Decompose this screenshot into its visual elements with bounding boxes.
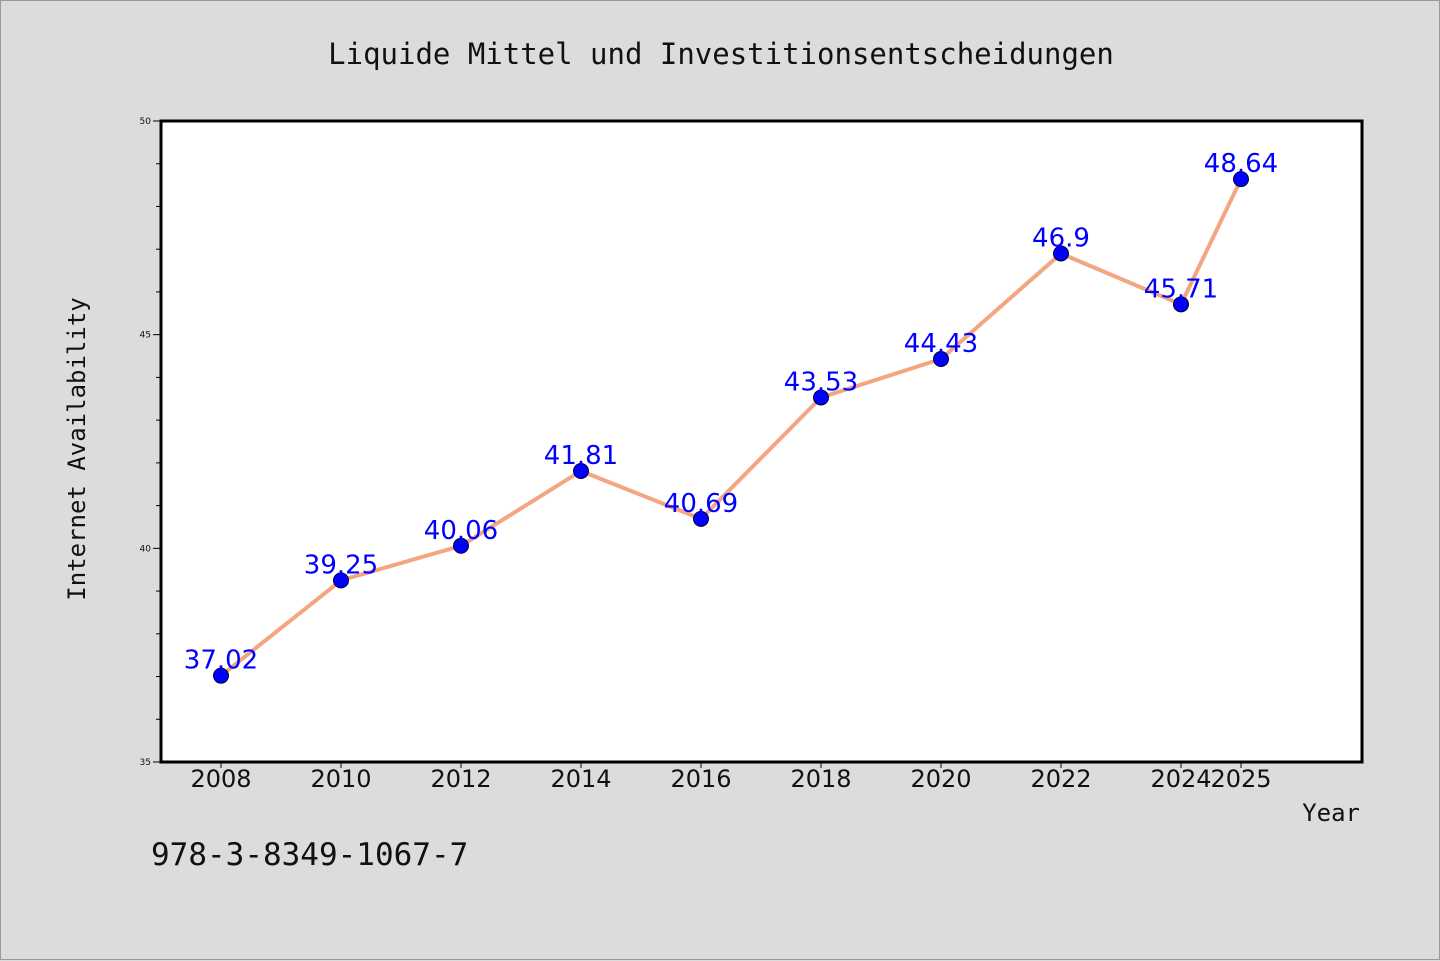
x-tick-label: 2014 <box>550 765 611 793</box>
x-tick-label: 2010 <box>310 765 371 793</box>
data-point <box>1053 245 1069 262</box>
data-label: 44.43 <box>904 329 978 359</box>
data-label: 45.71 <box>1144 274 1218 304</box>
data-point <box>1233 171 1249 188</box>
data-label: 40.06 <box>424 516 498 546</box>
data-point <box>813 389 829 406</box>
y-axis: 35 40 45 50 <box>140 117 161 768</box>
y-tick-label: 35 <box>140 758 151 768</box>
plot-area <box>159 119 1364 764</box>
x-tick-label: 2025 <box>1210 765 1271 793</box>
x-tick-label: 2018 <box>790 765 851 793</box>
data-point <box>213 667 229 684</box>
data-point <box>693 510 709 527</box>
x-tick-label: 2020 <box>910 765 971 793</box>
y-tick-label: 50 <box>140 117 152 127</box>
x-tick-label: 2012 <box>430 765 491 793</box>
data-point <box>1173 296 1189 313</box>
data-point <box>933 351 949 368</box>
data-label: 48.64 <box>1204 149 1278 179</box>
data-label: 46.9 <box>1032 223 1090 253</box>
data-point <box>333 572 349 589</box>
data-label: 37.02 <box>184 646 258 676</box>
series-internet-availability: 37.02 39.25 40.06 41.81 40.69 43.53 44.43 46.9 4… <box>184 149 1278 684</box>
data-point <box>573 462 589 479</box>
x-tick-label: 2024 <box>1150 765 1211 793</box>
series-line <box>219 177 1243 678</box>
x-tick-label: 2008 <box>190 765 251 793</box>
data-label: 43.53 <box>784 367 858 397</box>
x-tick-label: 2016 <box>670 765 731 793</box>
data-point <box>453 537 469 554</box>
data-label: 40.69 <box>664 489 738 519</box>
y-axis-title: Internet Availability <box>63 297 91 600</box>
data-label: 41.81 <box>544 441 618 471</box>
y-tick-label: 45 <box>140 331 151 341</box>
chart-title: Liquide Mittel und Investitionsentscheid… <box>328 37 1114 71</box>
y-tick-label: 40 <box>140 544 152 554</box>
x-tick-label: 2022 <box>1030 765 1091 793</box>
data-label: 39.25 <box>304 550 378 580</box>
x-axis-title: Year <box>1302 799 1360 827</box>
isbn-footer: 978-3-8349-1067-7 <box>151 837 468 873</box>
